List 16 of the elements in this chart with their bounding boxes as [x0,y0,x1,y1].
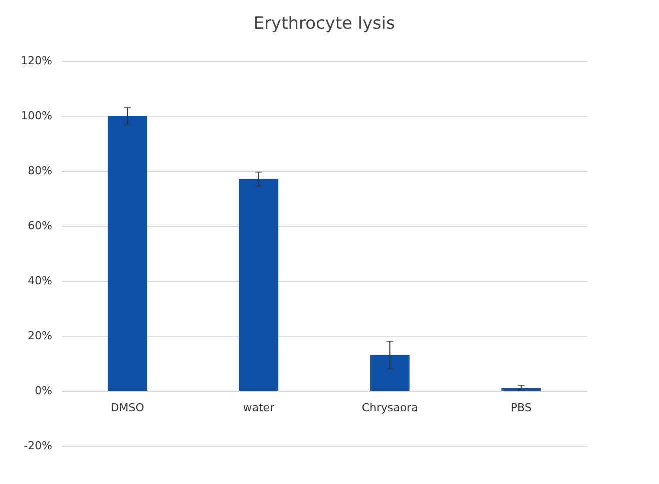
y-tick-label: 20% [28,330,52,342]
bar [108,116,148,391]
y-tick-label: 40% [28,274,52,288]
chart-title: Erythrocyte lysis [254,14,396,34]
x-tick-label: Chrysaora [362,402,418,414]
y-tick-label: 100% [21,110,52,122]
bar [239,179,279,391]
x-tick-label: PBS [510,402,532,414]
y-tick-label: 60% [28,220,52,232]
y-tick-label: -20% [24,440,52,452]
x-tick-label: water [243,402,276,414]
y-tick-label: 0% [35,384,52,398]
y-tick-label: 120% [21,54,52,68]
bar [370,355,410,391]
y-tick-label: 80% [28,164,52,178]
x-tick-label: DMSO [110,402,145,414]
